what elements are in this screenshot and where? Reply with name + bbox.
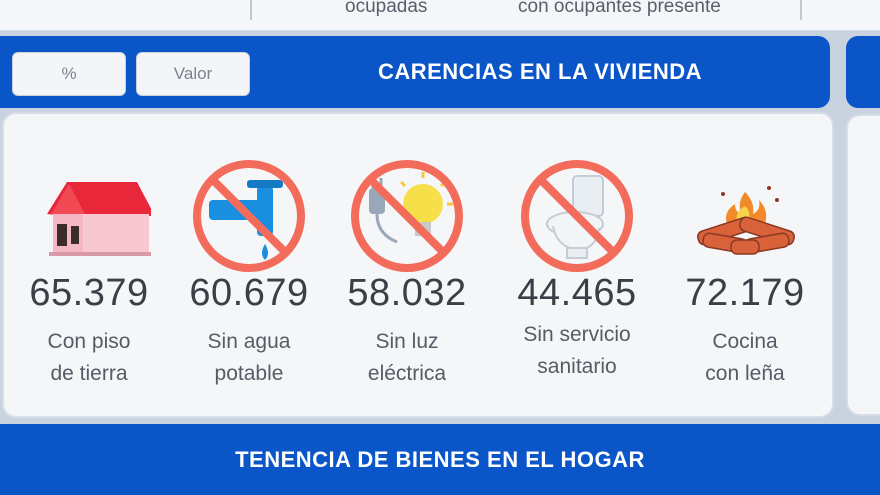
indicator-dirt-floor: 65.379 Con piso de tierra — [4, 114, 174, 414]
strip-label-presentes: con ocupantes presente — [518, 0, 721, 17]
indicator-no-electricity: 58.032 Sin luz eléctrica — [322, 114, 492, 414]
indicator-value: 72.179 — [685, 272, 805, 314]
indicator-label-line: Con piso — [47, 330, 131, 353]
indicator-label-line: Cocina — [712, 330, 778, 353]
indicator-label-line: eléctrica — [367, 362, 447, 385]
firewood-icon — [697, 186, 795, 255]
indicator-label: Sin agua potable — [164, 326, 334, 390]
indicator-value: 44.465 — [517, 272, 637, 314]
indicator-value: 60.679 — [189, 272, 309, 314]
value-toggle-button[interactable]: Valor — [136, 52, 250, 96]
indicator-no-water: 60.679 Sin agua potable — [164, 114, 334, 414]
indicator-label-line: de tierra — [50, 362, 128, 385]
next-section-header: TENENCIA DE BIENES EN EL HOGAR — [0, 424, 880, 495]
next-section-header-edge — [846, 36, 880, 108]
indicator-label-line: sanitario — [537, 355, 617, 378]
indicator-label-line: Sin servicio — [523, 323, 631, 346]
house-icon — [47, 182, 151, 256]
section-title: CARENCIAS EN LA VIVIENDA — [377, 59, 703, 84]
no-water-tap-icon — [193, 160, 305, 272]
indicator-value: 58.032 — [347, 272, 467, 314]
indicator-label: Sin luz eléctrica — [322, 326, 492, 390]
strip-divider — [250, 0, 252, 20]
housing-deficiencies-card: 65.379 Con piso de tierra 60.679 Sin agu… — [2, 112, 834, 418]
strip-divider — [800, 0, 802, 20]
indicator-label-line: Sin luz — [375, 330, 439, 353]
indicator-label: Sin servicio sanitario — [492, 319, 662, 383]
indicator-no-sanitation: 44.465 Sin servicio sanitario — [492, 114, 662, 414]
indicator-label-line: con leña — [705, 362, 785, 385]
indicator-cooks-with-firewood: 72.179 Cocina con leña — [660, 114, 830, 414]
no-electricity-bulb-icon — [351, 160, 463, 272]
strip-label-ocupadas: ocupadas — [345, 0, 428, 17]
percent-toggle-button[interactable]: % — [12, 52, 126, 96]
indicator-value: 65.379 — [29, 272, 149, 314]
indicator-label-line: Sin agua — [207, 330, 291, 353]
indicator-label: Con piso de tierra — [4, 326, 174, 390]
next-card-edge — [846, 114, 880, 416]
section-header: % Valor CARENCIAS EN LA VIVIENDA — [0, 36, 830, 108]
no-toilet-icon — [521, 160, 633, 272]
indicator-label-line: potable — [214, 362, 284, 385]
indicator-label: Cocina con leña — [660, 326, 830, 390]
previous-section-strip: ocupadas con ocupantes presente — [0, 0, 880, 31]
